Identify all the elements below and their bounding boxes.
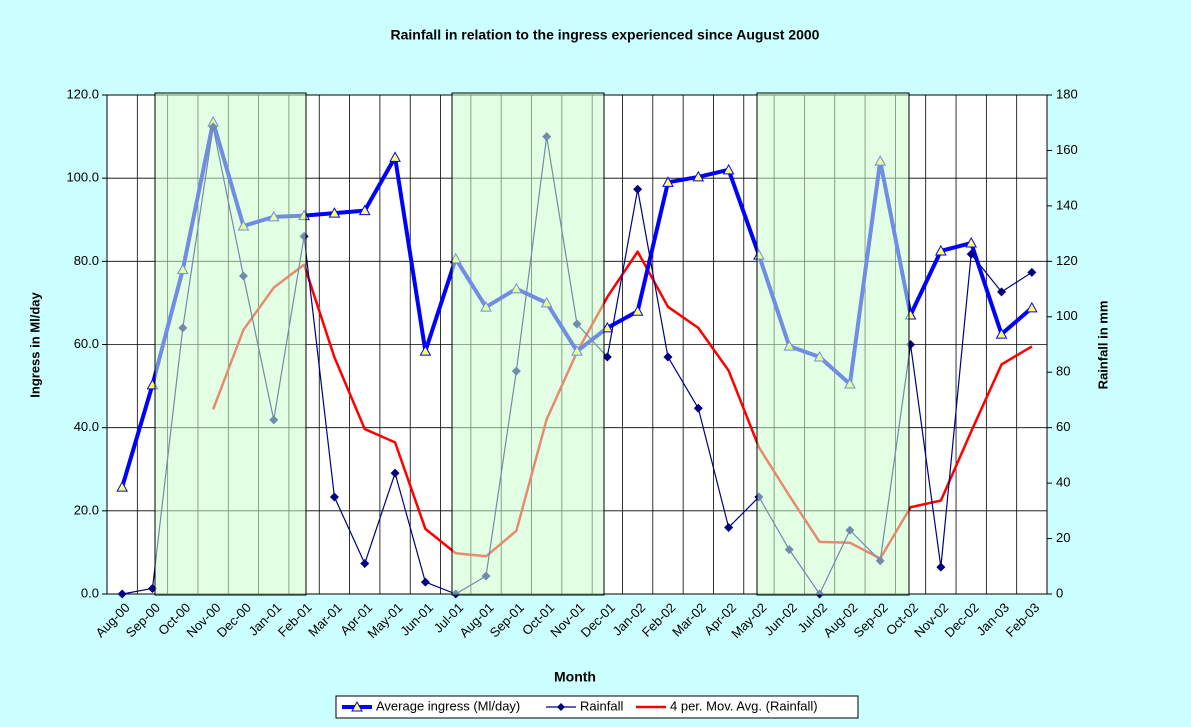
legend-label: Average ingress (Ml/day): [376, 698, 520, 713]
marker: [662, 176, 674, 187]
marker: [117, 589, 127, 599]
marker: [692, 170, 705, 182]
marker: [602, 352, 612, 362]
marker: [663, 352, 673, 362]
x-axis-title: Month: [554, 669, 596, 685]
y2-tick-label: 60: [1056, 419, 1070, 434]
legend-marker: [351, 700, 363, 712]
y2-tick-label: 180: [1056, 86, 1078, 101]
marker: [633, 184, 643, 194]
legend-marker: [557, 703, 565, 711]
legend-label: Rainfall: [580, 698, 623, 713]
y-axis-title: Ingress in Ml/day: [27, 291, 42, 397]
shaded-period: [154, 92, 307, 596]
marker: [116, 481, 129, 492]
marker: [935, 244, 947, 256]
marker: [601, 321, 614, 333]
y2-tick-label: 160: [1056, 142, 1078, 157]
marker: [722, 163, 735, 175]
y2-tick-label: 20: [1056, 530, 1070, 545]
marker: [965, 237, 978, 248]
marker: [329, 492, 339, 502]
y2-tick-label: 40: [1056, 475, 1070, 490]
marker: [966, 249, 976, 259]
marker: [997, 287, 1007, 297]
marker: [631, 305, 644, 316]
marker: [936, 562, 946, 572]
y2-tick-label: 100: [1056, 308, 1078, 323]
legend-label: 4 per. Mov. Avg. (Rainfall): [670, 698, 818, 713]
y-tick-label: 120.0: [66, 86, 99, 101]
shaded-period: [756, 92, 910, 596]
y-tick-label: 0.0: [81, 585, 99, 600]
y2-tick-label: 80: [1056, 364, 1070, 379]
y-tick-label: 40.0: [74, 419, 99, 434]
marker: [358, 204, 371, 216]
marker: [1027, 267, 1037, 277]
legend: [335, 695, 859, 719]
chart-title: Rainfall in relation to the ingress expe…: [391, 27, 820, 43]
marker: [419, 345, 432, 356]
y-tick-label: 60.0: [74, 336, 99, 351]
y2-tick-label: 120: [1056, 253, 1078, 268]
marker: [360, 559, 370, 569]
marker: [724, 522, 734, 532]
y-tick-label: 20.0: [74, 502, 99, 517]
y-tick-label: 80.0: [74, 253, 99, 268]
marker: [390, 468, 400, 478]
y-tick-label: 100.0: [66, 170, 99, 185]
marker: [328, 207, 341, 218]
shaded-period: [451, 92, 605, 596]
marker: [389, 151, 401, 162]
y2-tick-label: 140: [1056, 197, 1078, 212]
marker: [693, 403, 703, 413]
y2-tick-label: 0: [1056, 585, 1063, 600]
marker: [995, 328, 1008, 339]
marker: [1025, 301, 1038, 313]
y2-axis-title: Rainfall in mm: [1095, 301, 1110, 390]
marker: [420, 577, 430, 587]
